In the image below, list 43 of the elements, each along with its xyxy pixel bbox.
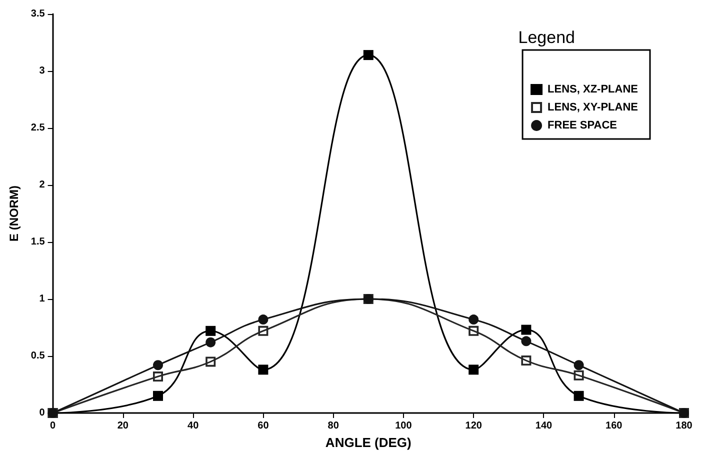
x-tick-label: 80	[328, 420, 340, 432]
point	[206, 337, 216, 348]
legend-label: LENS, XZ-PLANE	[548, 84, 638, 96]
point	[468, 364, 479, 375]
y-tick-label: 3	[39, 66, 46, 76]
x-tick-label: 0	[50, 420, 56, 432]
point	[258, 364, 268, 375]
point	[574, 390, 584, 401]
point	[468, 314, 479, 325]
point	[258, 326, 268, 336]
point	[153, 372, 163, 382]
y-tick-label: 1	[39, 294, 46, 304]
y-tick-label: 2.5	[30, 122, 46, 134]
point	[206, 356, 216, 367]
point	[521, 356, 532, 366]
y-tick-label: 0	[39, 408, 46, 418]
y-tick-label: 3.5	[30, 8, 46, 20]
y-tick-label: 1.5	[30, 236, 46, 248]
legend-title: Legend	[518, 28, 576, 47]
point	[574, 370, 584, 380]
point	[521, 336, 532, 346]
point	[363, 50, 374, 60]
point	[206, 326, 216, 336]
x-tick-label: 60	[258, 420, 270, 432]
point	[468, 326, 479, 336]
point	[574, 360, 584, 370]
y-tick-label: 2	[39, 180, 46, 190]
x-tick-label: 40	[188, 420, 200, 432]
x-tick-label: 100	[395, 420, 412, 432]
legend-label: LENS, XY-PLANE	[548, 102, 638, 114]
x-tick-label: 180	[676, 420, 693, 432]
x-tick-label: 160	[606, 420, 623, 432]
point	[153, 360, 163, 370]
x-axis-title: ANGLE (DEG)	[325, 434, 412, 450]
x-tick-label: 120	[465, 420, 482, 432]
point	[521, 324, 532, 335]
legend-label: FREE SPACE	[548, 120, 618, 132]
y-axis-title: E (NORM)	[7, 186, 21, 242]
point	[258, 314, 268, 325]
point	[153, 390, 163, 401]
y-tick-label: 0.5	[30, 350, 46, 362]
x-tick-label: 20	[117, 420, 129, 432]
x-tick-label: 140	[535, 420, 553, 432]
